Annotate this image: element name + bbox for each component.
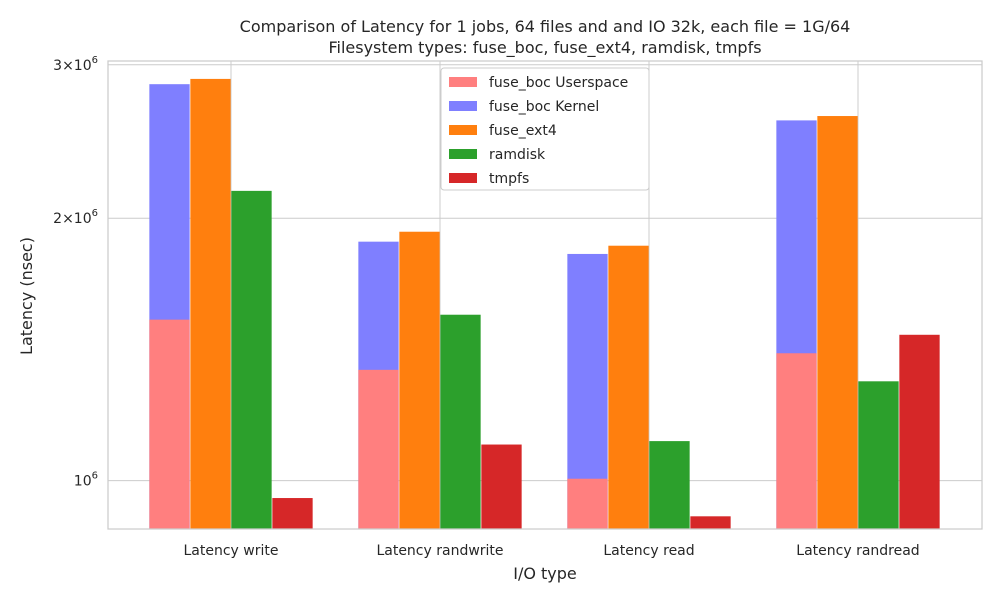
legend-swatch xyxy=(449,173,477,183)
legend: fuse_boc Userspace fuse_boc Kernel fuse_ex… xyxy=(440,67,650,191)
legend-swatch xyxy=(449,101,477,111)
x-tick-label: Latency randwrite xyxy=(376,543,503,559)
legend-swatch xyxy=(449,149,477,159)
bar-fuse-boc-userspace xyxy=(149,319,190,529)
y-axis-label: Latency (nsec) xyxy=(17,237,36,355)
legend-box xyxy=(440,67,650,191)
bar-tmpfs xyxy=(899,334,940,529)
bar-fuse-ext4 xyxy=(399,231,440,529)
x-tick-labels: Latency write Latency randwrite Latency re… xyxy=(184,543,920,559)
bar-tmpfs xyxy=(690,516,731,529)
bar-tmpfs xyxy=(481,444,522,529)
chart-subtitle: Filesystem types: fuse_boc, fuse_ext4, r… xyxy=(328,38,761,58)
y-tick-label: 3×106 xyxy=(53,55,98,74)
x-axis-label: I/O type xyxy=(513,564,577,583)
legend-swatch xyxy=(449,77,477,87)
legend-label: ramdisk xyxy=(489,147,546,163)
y-tick-label: 2×106 xyxy=(53,208,98,227)
x-tick-label: Latency randread xyxy=(796,543,919,559)
y-tick-label: 106 xyxy=(74,471,98,490)
y-tick-labels: 106 2×106 3×106 xyxy=(53,55,98,490)
legend-label: fuse_ext4 xyxy=(489,123,557,139)
bars xyxy=(149,78,940,530)
bar-ramdisk xyxy=(440,314,481,529)
bar-ramdisk xyxy=(858,381,899,529)
x-tick-label: Latency write xyxy=(184,543,279,559)
bar-fuse-ext4 xyxy=(190,78,231,530)
legend-label: fuse_boc Userspace xyxy=(489,75,628,91)
bar-ramdisk xyxy=(231,190,272,529)
bar-fuse-ext4 xyxy=(817,116,858,529)
bar-ramdisk xyxy=(649,441,690,529)
x-tick-label: Latency read xyxy=(603,543,694,559)
bar-tmpfs xyxy=(272,498,313,529)
bar-fuse-ext4 xyxy=(608,245,649,529)
bar-fuse-boc-userspace xyxy=(567,478,608,529)
chart-title: Comparison of Latency for 1 jobs, 64 fil… xyxy=(240,17,851,36)
legend-label: fuse_boc Kernel xyxy=(489,99,599,115)
legend-label: tmpfs xyxy=(489,171,529,187)
plot-frame xyxy=(107,60,983,530)
legend-swatch xyxy=(449,125,477,135)
bar-fuse-boc-userspace xyxy=(776,353,817,529)
bar-fuse-boc-userspace xyxy=(358,369,399,529)
